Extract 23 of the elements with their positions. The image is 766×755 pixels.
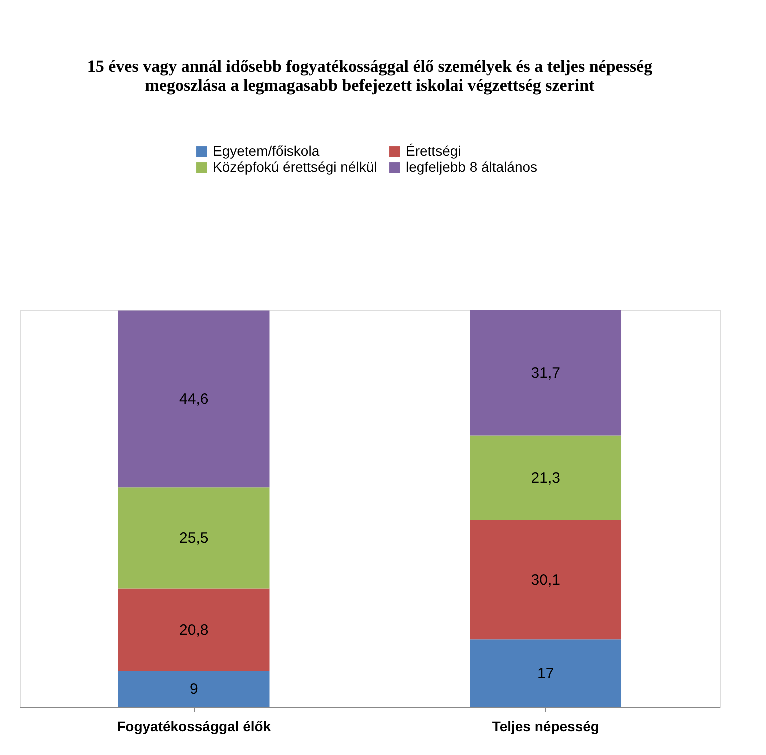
bar — [470, 310, 622, 436]
legend-label: legfeljebb 8 általános — [406, 159, 538, 175]
chart-title: 15 éves vagy annál idősebb fogyatékossággal élő személyek és a teljes népesség megoszlása a legmagasabb befejezett iskolai végzettség szerint — [87, 57, 654, 95]
data-label: 17 — [538, 665, 554, 682]
data-label: 21,3 — [531, 470, 560, 487]
bar — [118, 671, 270, 707]
x-tick-label: Teljes népesség — [492, 718, 600, 734]
legend-label: Érettségi — [406, 143, 462, 159]
bar — [470, 436, 622, 520]
bar — [118, 310, 270, 488]
legend-label: Egyetem/főiskola — [213, 143, 320, 159]
legend-label: Középfokú érettségi nélkül — [213, 159, 378, 175]
bar — [470, 640, 622, 707]
data-label: 9 — [190, 681, 198, 698]
data-label: 44,6 — [180, 391, 209, 408]
x-tick-label: Fogyatékossággal élők — [117, 718, 272, 734]
bar — [118, 588, 270, 672]
bar — [118, 488, 270, 589]
data-label: 25,5 — [180, 530, 209, 548]
data-label: 30,1 — [531, 572, 560, 589]
data-label: 20,8 — [180, 622, 209, 640]
data-label: 31,7 — [531, 364, 560, 382]
bar — [470, 520, 622, 640]
